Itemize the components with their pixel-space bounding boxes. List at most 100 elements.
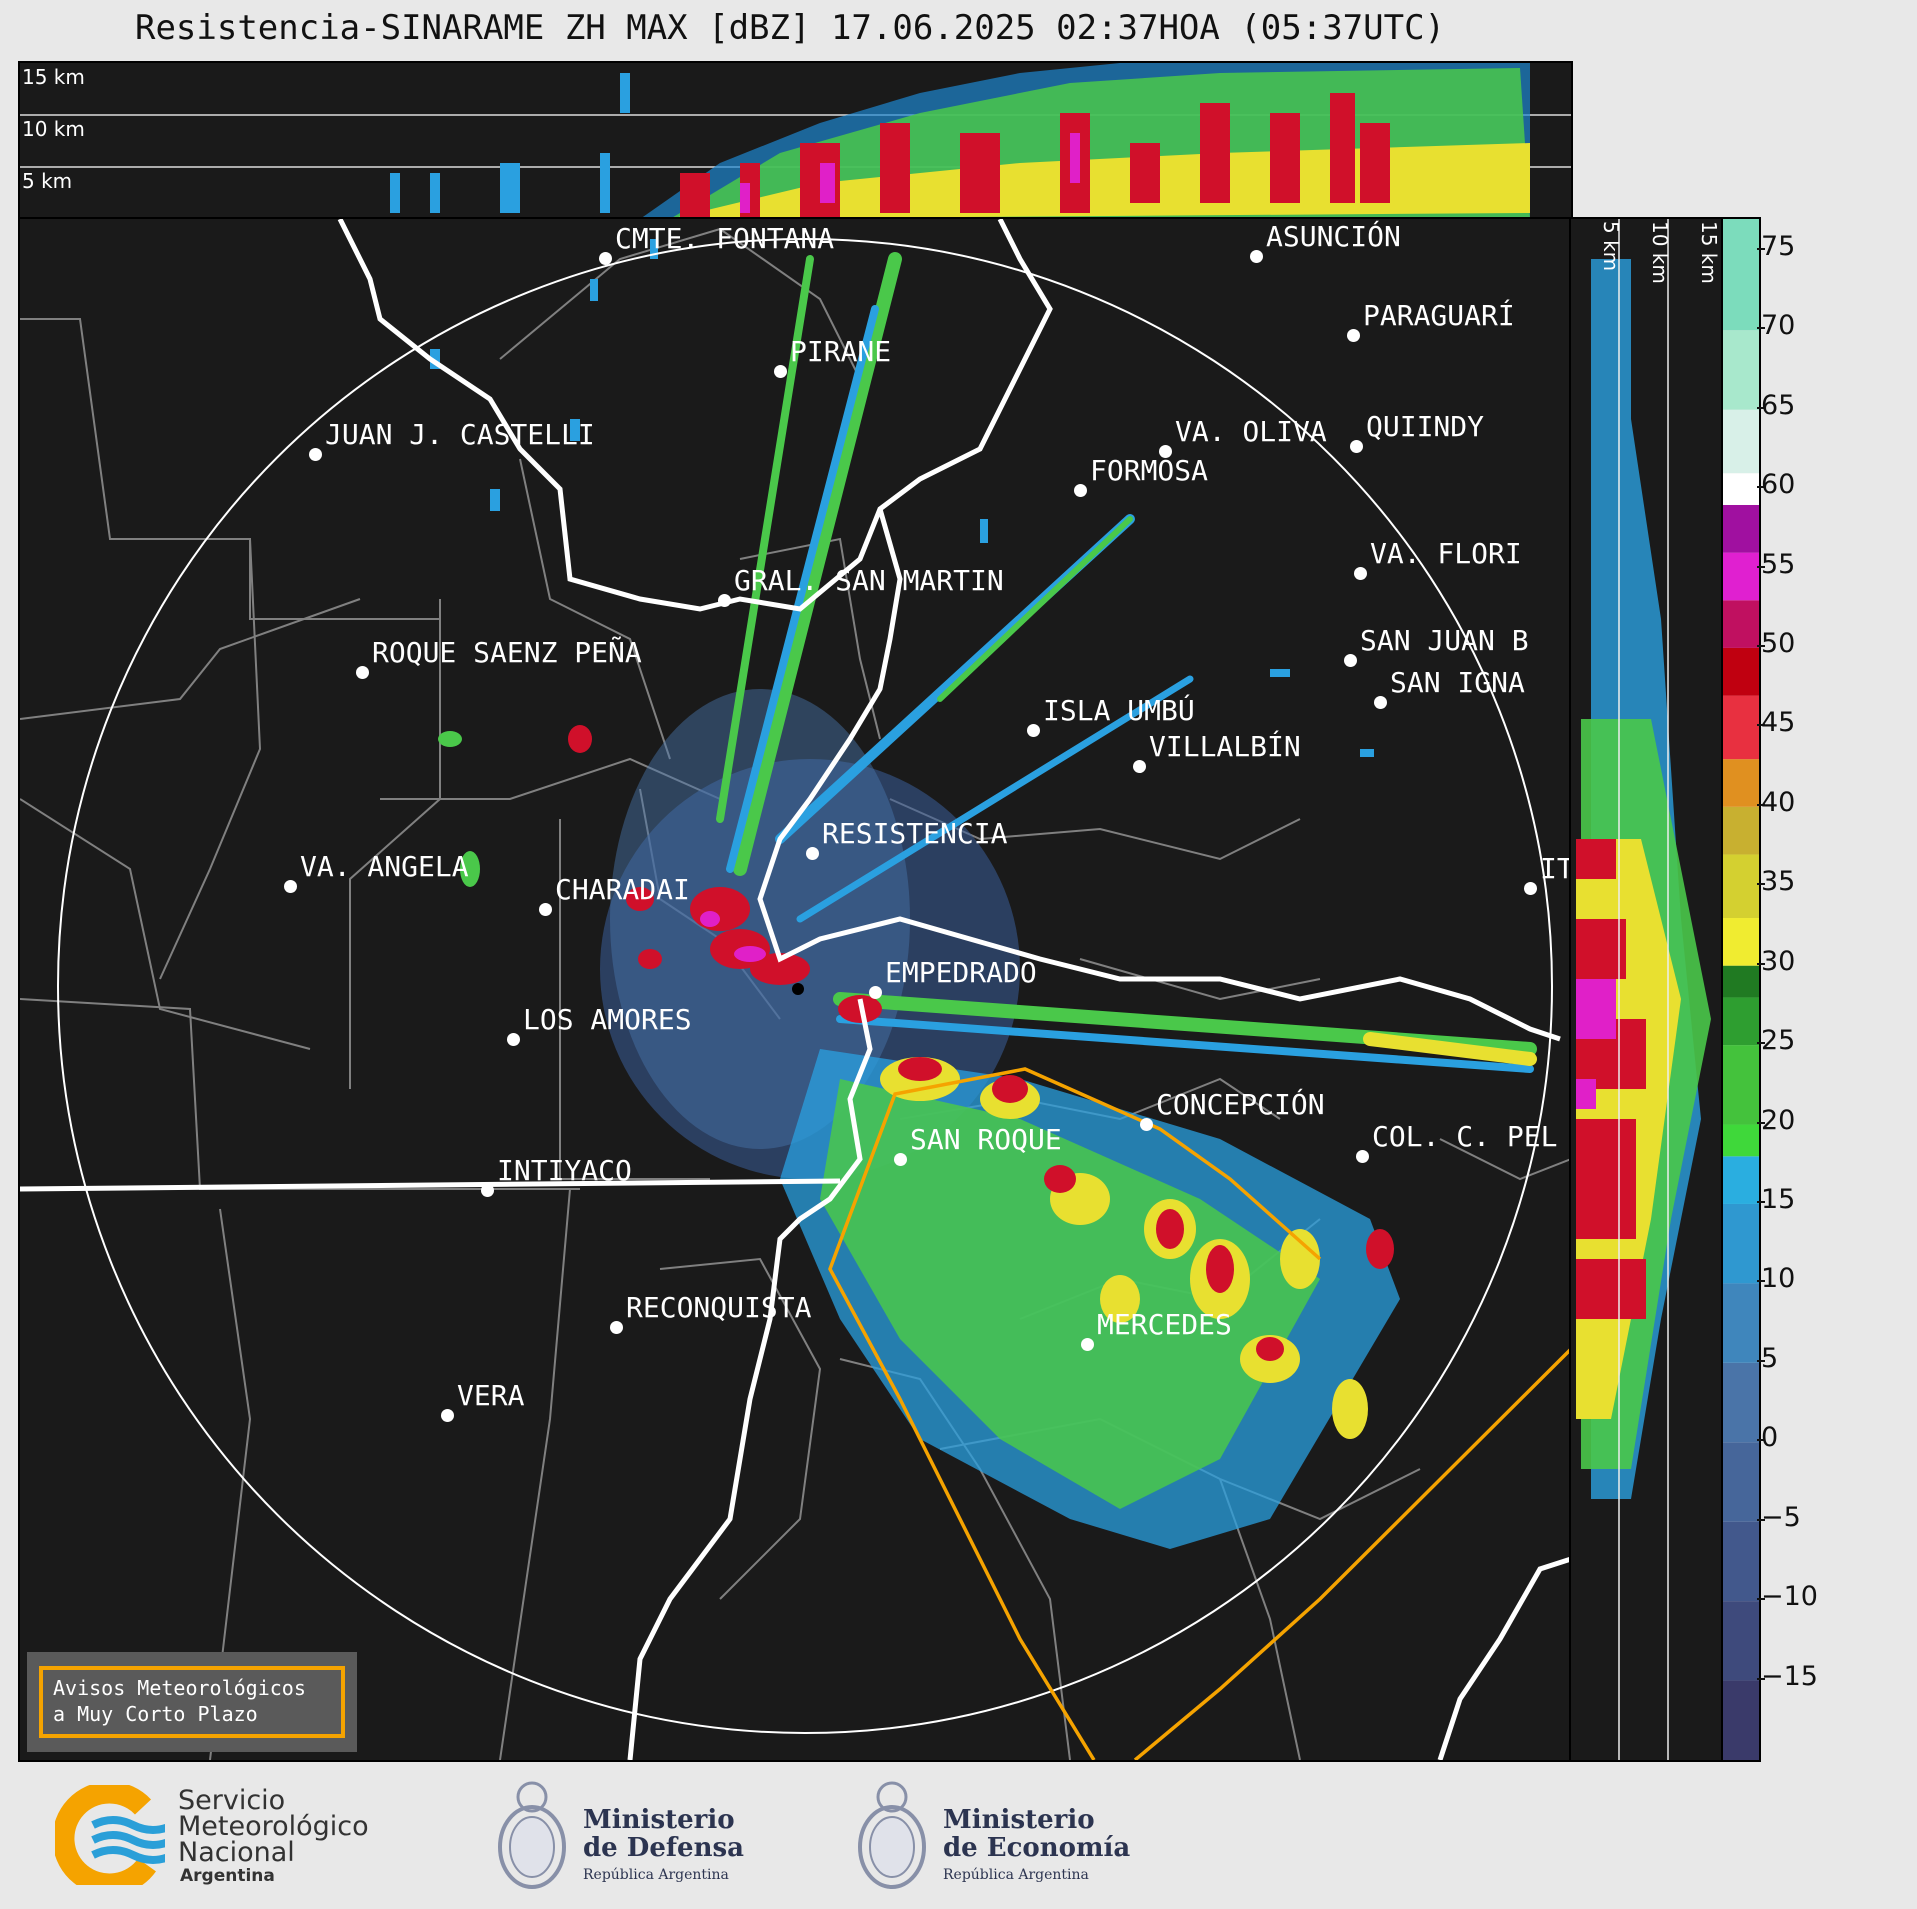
city-label: IT: [1540, 852, 1573, 885]
avisos-line-1: Avisos Meteorológicos: [53, 1676, 306, 1700]
colorbar-tick-mark: [1757, 565, 1765, 568]
city-label: PIRANE: [790, 335, 892, 368]
colorbar-band: [1723, 409, 1759, 474]
city-marker: [1133, 760, 1146, 773]
colorbar-tick-mark: [1757, 1121, 1765, 1124]
top-height-label-15: 15 km: [22, 65, 85, 89]
city-marker: [356, 666, 369, 679]
colorbar-tick-label: 50: [1761, 627, 1796, 659]
colorbar-tick-label: 55: [1761, 548, 1796, 580]
defensa-logo: Ministerio de Defensa República Argentin…: [495, 1775, 755, 1895]
colorbar-tick-label: 75: [1761, 230, 1796, 262]
city-label: GRAL. SAN MARTIN: [734, 564, 1004, 597]
city-label: SAN IGNA: [1390, 666, 1525, 699]
avisos-legend: Avisos Meteorológicos a Muy Corto Plazo: [27, 1652, 357, 1752]
colorbar-band: [1723, 695, 1759, 760]
city-label: SAN ROQUE: [910, 1123, 1062, 1156]
radar-map-canvas: [20, 219, 1571, 1760]
colorbar-tick-mark: [1757, 1439, 1765, 1442]
defensa-line-3: República Argentina: [583, 1867, 729, 1883]
colorbar-tick-label: 15: [1761, 1183, 1796, 1215]
radar-rays: [716, 252, 1537, 1073]
colorbar-band: [1723, 504, 1759, 553]
colorbar-tick-label: 45: [1761, 707, 1796, 739]
colorbar-band: [1723, 1521, 1759, 1602]
top-height-label-5: 5 km: [22, 169, 73, 193]
city-label: FORMOSA: [1090, 454, 1209, 487]
economia-seal-icon: [858, 1781, 926, 1889]
colorbar-tick-label: 25: [1761, 1025, 1796, 1057]
city-label: VERA: [457, 1379, 525, 1412]
city-label: EMPEDRADO: [885, 956, 1037, 989]
colorbar-tick-mark: [1757, 1359, 1765, 1362]
city-marker: [599, 252, 612, 265]
city-label: SAN JUAN B: [1360, 624, 1529, 657]
city-marker: [507, 1033, 520, 1046]
economia-line-3: República Argentina: [943, 1867, 1089, 1883]
storm-cells-magenta: [700, 911, 766, 962]
colorbar-tick-label: −15: [1761, 1660, 1818, 1692]
top-cross-section: 15 km 10 km 5 km: [18, 61, 1573, 221]
colorbar-band: [1723, 965, 1759, 998]
colorbar-band: [1723, 1124, 1759, 1157]
colorbar-tick-label: 10: [1761, 1263, 1796, 1295]
colorbar-band: [1723, 918, 1759, 966]
side-cross-section-canvas: [1576, 219, 1711, 1760]
side-cross-section: 5 km 10 km 15 km: [1569, 217, 1723, 1762]
smn-logo-icon: [55, 1785, 165, 1885]
city-label: VILLALBÍN: [1149, 730, 1301, 763]
city-marker: [869, 986, 882, 999]
city-marker: [1347, 329, 1360, 342]
side-height-label-5: 5 km: [1599, 221, 1623, 272]
colorbar-tick-mark: [1757, 1200, 1765, 1203]
side-height-label-15: 15 km: [1697, 221, 1721, 284]
smn-line-2: Meteorológico: [178, 1811, 369, 1842]
city-marker: [1354, 567, 1367, 580]
colorbar-tick-mark: [1757, 644, 1765, 647]
colorbar-band: [1723, 219, 1759, 331]
colorbar-band: [1723, 997, 1759, 1046]
city-label: COL. C. PEL: [1372, 1120, 1558, 1153]
city-marker: [718, 594, 731, 607]
city-marker: [1344, 654, 1357, 667]
colorbar-tick-label: 60: [1761, 469, 1796, 501]
defensa-seal-icon: [498, 1781, 566, 1889]
colorbar-band: [1723, 647, 1759, 696]
city-marker: [1159, 445, 1172, 458]
city-marker: [774, 365, 787, 378]
city-label: QUIINDY: [1366, 410, 1485, 443]
city-marker: [894, 1153, 907, 1166]
city-label: VA. FLORI: [1370, 537, 1522, 570]
city-label: MERCEDES: [1097, 1308, 1232, 1341]
colorbar-band: [1723, 1203, 1759, 1284]
colorbar-tick-label: 65: [1761, 389, 1796, 421]
city-marker: [1350, 440, 1363, 453]
colorbar-tick-mark: [1757, 1042, 1765, 1045]
economia-line-1: Ministerio: [943, 1805, 1095, 1835]
city-marker: [1250, 250, 1263, 263]
colorbar-band: [1723, 1283, 1759, 1363]
city-marker: [284, 880, 297, 893]
city-label: INTIYACO: [497, 1154, 632, 1187]
colorbar-tick-label: 30: [1761, 945, 1796, 977]
colorbar-tick-mark: [1757, 883, 1765, 886]
city-marker: [1074, 484, 1087, 497]
city-label: VA. ANGELA: [300, 850, 469, 883]
city-label: JUAN J. CASTELLI: [325, 418, 595, 451]
dbz-colorbar: [1721, 217, 1761, 1762]
smn-line-4: Argentina: [180, 1866, 275, 1886]
colorbar-band: [1723, 759, 1759, 807]
colorbar-band: [1723, 1045, 1759, 1125]
colorbar-tick-mark: [1757, 1677, 1765, 1680]
colorbar-tick-mark: [1757, 962, 1765, 965]
defensa-line-2: de Defensa: [583, 1833, 744, 1863]
colorbar-tick-label: 0: [1761, 1422, 1779, 1454]
range-ring: [57, 238, 1553, 1734]
city-label: PARAGUARÍ: [1363, 299, 1515, 332]
colorbar-band: [1723, 806, 1759, 855]
colorbar-band: [1723, 600, 1759, 648]
avisos-line-2: a Muy Corto Plazo: [53, 1702, 258, 1726]
colorbar-tick-label: 40: [1761, 786, 1796, 818]
city-marker: [806, 847, 819, 860]
